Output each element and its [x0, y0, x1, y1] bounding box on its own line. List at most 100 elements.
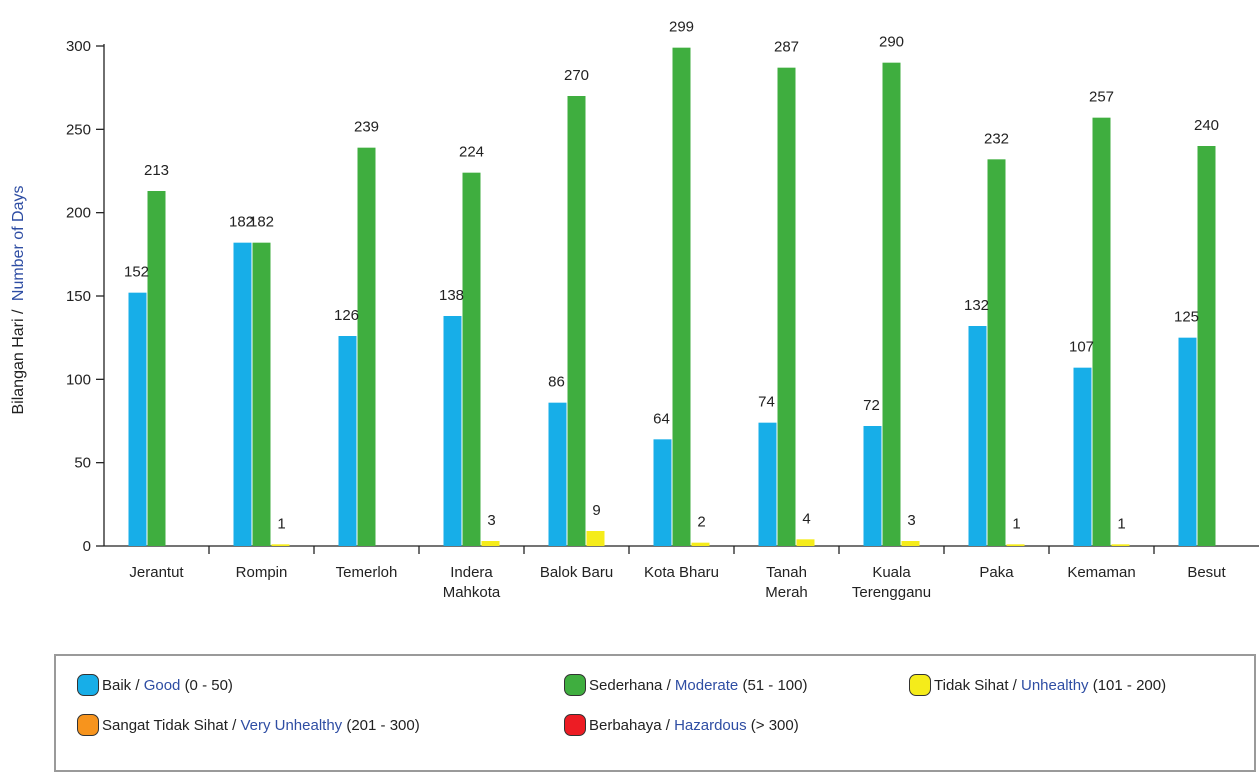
- bar-unhealthy: [271, 544, 290, 546]
- bar-good: [863, 426, 882, 546]
- data-label-moderate: 224: [459, 144, 484, 161]
- bar-good: [1178, 337, 1197, 546]
- x-tick-label: Kota Bharu: [644, 564, 719, 581]
- data-label-moderate: 287: [774, 39, 799, 56]
- legend-range: (101 - 200): [1092, 676, 1167, 694]
- data-label-moderate: 239: [354, 119, 379, 136]
- x-tick-label: Temerloh: [336, 564, 398, 581]
- x-tick-label: Tanah Merah: [765, 564, 808, 601]
- bar-good: [548, 402, 567, 546]
- data-label-good: 74: [758, 394, 775, 411]
- data-label-good: 182: [229, 214, 254, 231]
- bar-moderate: [777, 67, 796, 547]
- data-label-moderate: 257: [1089, 89, 1114, 106]
- data-label-unhealthy: 3: [907, 512, 915, 529]
- bar-moderate: [672, 47, 691, 547]
- legend-swatch-good: [77, 674, 99, 696]
- data-label-moderate: 213: [144, 162, 169, 179]
- legend: Baik / Good (0 - 50) Sederhana / Moderat…: [54, 654, 1256, 772]
- data-label-moderate: 232: [984, 130, 1009, 147]
- data-label-good: 72: [863, 397, 880, 414]
- bar-good: [443, 316, 462, 546]
- legend-item-good: Baik / Good (0 - 50): [77, 674, 233, 696]
- legend-label-english: Moderate: [674, 676, 739, 694]
- bar-moderate: [567, 96, 586, 546]
- bar-unhealthy: [796, 539, 815, 546]
- bar-moderate: [147, 191, 166, 546]
- bar-good: [128, 292, 147, 546]
- bar-unhealthy: [1006, 544, 1025, 546]
- legend-label-malay: Sederhana /: [589, 676, 671, 694]
- data-label-good: 132: [964, 297, 989, 314]
- bar-moderate: [1197, 146, 1216, 546]
- legend-label-malay: Berbahaya /: [589, 716, 670, 734]
- data-label-good: 86: [548, 374, 565, 391]
- legend-item-unhealthy: Tidak Sihat / Unhealthy (101 - 200): [909, 674, 1166, 696]
- bar-chart: 0 50 100 150 200 250 300 Jerantut Rompin Temerlo…: [10, 19, 1259, 601]
- bar-unhealthy: [691, 542, 710, 546]
- x-tick-label: Jerantut: [129, 564, 184, 581]
- legend-swatch-very-unhealthy: [77, 714, 99, 736]
- y-axis-title-malay: Bilangan Hari /: [10, 309, 27, 415]
- data-label-moderate: 299: [669, 19, 694, 36]
- data-label-good: 152: [124, 264, 149, 281]
- legend-item-moderate: Sederhana / Moderate (51 - 100): [564, 674, 808, 696]
- bar-good: [1073, 367, 1092, 546]
- data-label-unhealthy: 1: [1117, 515, 1125, 532]
- legend-range: (> 300): [750, 716, 799, 734]
- y-axis-title: Bilangan Hari / Number of Days: [10, 186, 27, 415]
- data-label-unhealthy: 3: [487, 512, 495, 529]
- bar-good: [758, 422, 777, 546]
- bar-moderate: [252, 242, 271, 546]
- data-label-unhealthy: 4: [802, 510, 810, 527]
- y-axis-title-english: Number of Days: [10, 186, 27, 302]
- data-label-unhealthy: 9: [592, 502, 600, 519]
- legend-label-malay: Tidak Sihat /: [934, 676, 1017, 694]
- y-tick-label: 200: [66, 205, 91, 222]
- legend-range: (0 - 50): [184, 676, 233, 694]
- legend-label-english: Very Unhealthy: [240, 716, 343, 734]
- legend-item-hazardous: Berbahaya / Hazardous (> 300): [564, 714, 799, 736]
- bars: [128, 47, 1216, 547]
- legend-item-very-unhealthy: Sangat Tidak Sihat / Very Unhealthy (201…: [77, 714, 420, 736]
- x-tick-label: Besut: [1187, 564, 1226, 581]
- data-label-unhealthy: 1: [1012, 515, 1020, 532]
- y-tick-label: 0: [83, 538, 91, 555]
- bar-unhealthy: [1111, 544, 1130, 546]
- x-tick-label: Kemaman: [1067, 564, 1135, 581]
- bar-unhealthy: [481, 541, 500, 546]
- data-label-moderate: 240: [1194, 117, 1219, 134]
- bar-moderate: [1092, 117, 1111, 547]
- data-label-good: 107: [1069, 339, 1094, 356]
- bar-moderate: [357, 147, 376, 546]
- legend-label-malay: Sangat Tidak Sihat /: [102, 716, 237, 734]
- bar-good: [233, 242, 252, 546]
- legend-label-english: Hazardous: [674, 716, 747, 734]
- y-tick-label: 100: [66, 371, 91, 388]
- data-label-moderate: 270: [564, 67, 589, 84]
- legend-label-english: Good: [143, 676, 181, 694]
- data-label-good: 64: [653, 410, 670, 427]
- legend-swatch-moderate: [564, 674, 586, 696]
- data-label-good: 126: [334, 307, 359, 324]
- data-label-moderate: 182: [249, 214, 274, 231]
- data-label-good: 138: [439, 287, 464, 304]
- bar-unhealthy: [586, 531, 605, 546]
- x-tick-label: Kuala Terengganu: [852, 564, 931, 601]
- data-label-unhealthy: 2: [697, 514, 705, 531]
- y-tick-label: 150: [66, 288, 91, 305]
- y-tick-label: 300: [66, 38, 91, 55]
- x-tick-label: Paka: [979, 564, 1014, 581]
- bar-good: [653, 439, 672, 546]
- x-axis: Jerantut Rompin Temerloh Indera Mahkota Balok…: [104, 545, 1259, 601]
- bar-good: [968, 326, 987, 546]
- data-label-unhealthy: 1: [277, 515, 285, 532]
- data-label-moderate: 290: [879, 34, 904, 51]
- bar-good: [338, 336, 357, 546]
- bar-moderate: [987, 159, 1006, 547]
- legend-swatch-hazardous: [564, 714, 586, 736]
- bar-moderate: [462, 172, 481, 546]
- y-axis: 0 50 100 150 200 250 300: [66, 38, 105, 555]
- legend-range: (51 - 100): [742, 676, 808, 694]
